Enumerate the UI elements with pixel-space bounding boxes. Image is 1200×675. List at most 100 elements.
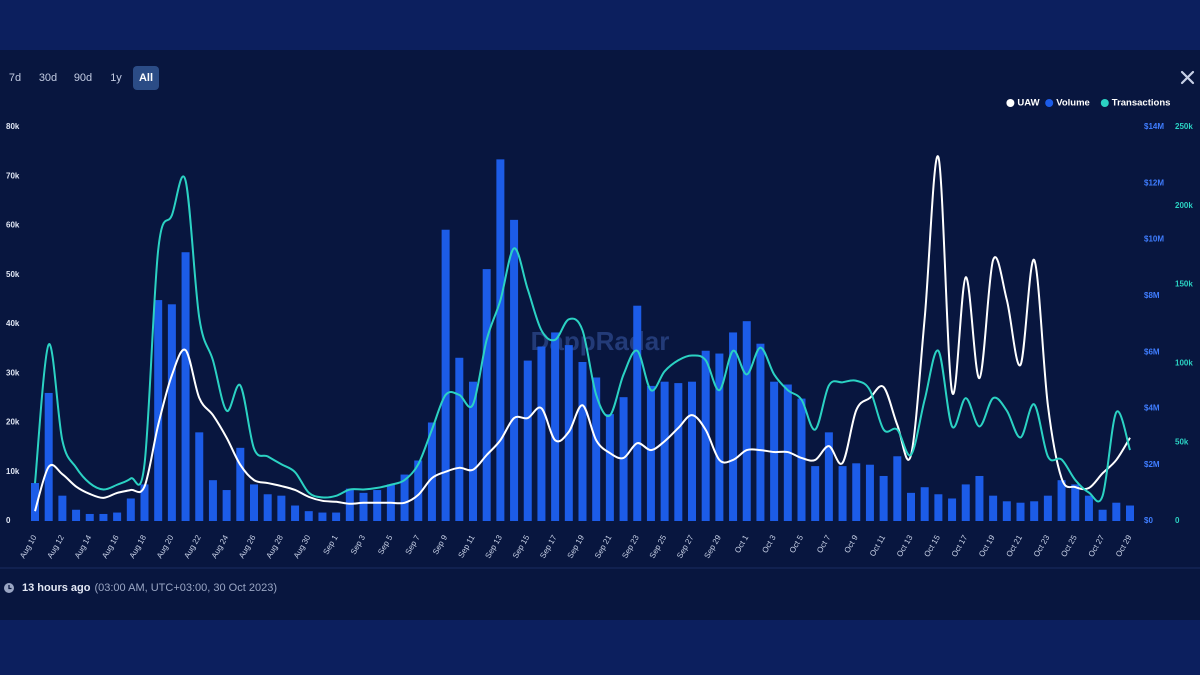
bar xyxy=(811,466,820,521)
bar xyxy=(715,353,724,521)
y-tick-label: $14M xyxy=(1144,122,1164,131)
bar xyxy=(250,484,258,521)
legend-swatch xyxy=(1045,99,1054,107)
legend-swatch xyxy=(1006,99,1015,107)
bar xyxy=(318,512,327,521)
line xyxy=(34,155,1131,512)
y-tick-label: 150k xyxy=(1175,280,1193,289)
y-tick-label: $10M xyxy=(1144,235,1164,244)
bar xyxy=(1030,501,1039,521)
range-button[interactable]: 90d xyxy=(74,72,92,84)
range-button-label: 1y xyxy=(110,72,122,84)
y-tick-label: 50k xyxy=(1175,437,1189,446)
bar xyxy=(646,385,655,521)
bar xyxy=(838,466,847,521)
bar xyxy=(578,361,587,521)
bar xyxy=(1043,495,1052,521)
bar xyxy=(126,498,135,521)
range-button-label: All xyxy=(139,72,153,84)
bar xyxy=(523,360,532,521)
legend-label: Transactions xyxy=(1112,98,1171,109)
bar xyxy=(660,381,669,521)
bar xyxy=(989,495,998,521)
bar xyxy=(1084,495,1093,521)
bar xyxy=(1071,484,1080,521)
clock-hands xyxy=(8,585,12,590)
footer: 13 hours ago (03:00 AM, UTC+03:00, 30 Oct… xyxy=(22,582,277,594)
bar xyxy=(975,475,984,521)
bar xyxy=(58,495,67,521)
bar xyxy=(865,464,874,521)
bar xyxy=(359,492,368,521)
bar xyxy=(72,509,81,521)
bar xyxy=(1002,501,1011,521)
y-tick-label: 10k xyxy=(6,467,20,476)
bar xyxy=(332,512,341,521)
legend-label: UAW xyxy=(1017,98,1039,109)
bar xyxy=(44,392,53,521)
y-tick-label: 50k xyxy=(6,270,20,279)
bar xyxy=(113,512,122,521)
bar xyxy=(619,397,628,521)
bar xyxy=(948,498,957,521)
range-button-label: 90d xyxy=(74,72,92,84)
bar xyxy=(756,343,765,521)
bar xyxy=(537,346,546,521)
bar xyxy=(441,229,450,521)
y-tick-label: $6M xyxy=(1144,347,1160,356)
y-tick-label: 80k xyxy=(6,122,20,131)
bar xyxy=(797,398,806,521)
bar xyxy=(1126,505,1134,521)
y-tick-label: 70k xyxy=(6,171,20,180)
bar xyxy=(181,252,190,521)
bar xyxy=(1112,502,1121,521)
bar xyxy=(893,456,902,521)
range-button[interactable]: 7d xyxy=(9,72,21,84)
bar xyxy=(729,332,738,521)
range-button[interactable]: All xyxy=(133,66,159,90)
range-button[interactable]: 1y xyxy=(110,72,122,84)
bar xyxy=(879,475,888,521)
bar xyxy=(400,474,409,521)
bar xyxy=(688,381,696,521)
y-tick-label: 30k xyxy=(6,368,20,377)
bar xyxy=(592,377,601,521)
bar xyxy=(510,219,519,521)
panel xyxy=(0,50,1200,620)
bar xyxy=(85,513,94,521)
y-tick-label: 0 xyxy=(6,516,11,525)
bar xyxy=(496,159,505,521)
y-tick-label: $8M xyxy=(1144,291,1160,300)
bar xyxy=(907,492,915,521)
bar xyxy=(277,495,286,521)
bar xyxy=(1098,509,1107,521)
range-button-bg xyxy=(133,66,159,90)
y-tick-label: 20k xyxy=(6,418,20,427)
bar xyxy=(167,304,176,521)
bar xyxy=(633,305,642,521)
bar xyxy=(304,511,313,521)
close-button[interactable] xyxy=(1180,70,1195,85)
bar xyxy=(934,494,943,521)
y-tick-label: $0 xyxy=(1144,516,1153,525)
y-tick-label: 200k xyxy=(1175,201,1193,210)
y-tick-label: $4M xyxy=(1144,404,1160,413)
bar xyxy=(742,321,751,521)
legend-label: Volume xyxy=(1056,98,1090,109)
bar xyxy=(852,463,861,521)
range-button[interactable]: 30d xyxy=(39,72,57,84)
bar xyxy=(427,422,436,521)
y-tick-label: 250k xyxy=(1175,122,1193,131)
y-tick-label: 0 xyxy=(1175,516,1180,525)
bar xyxy=(195,432,204,521)
bar xyxy=(605,414,614,521)
time-ago: 13 hours ago xyxy=(22,582,91,594)
bar xyxy=(154,300,163,521)
bar xyxy=(99,513,108,521)
bar xyxy=(208,480,217,521)
legend-swatch xyxy=(1100,99,1109,107)
bar xyxy=(373,490,382,521)
bar xyxy=(824,432,833,521)
